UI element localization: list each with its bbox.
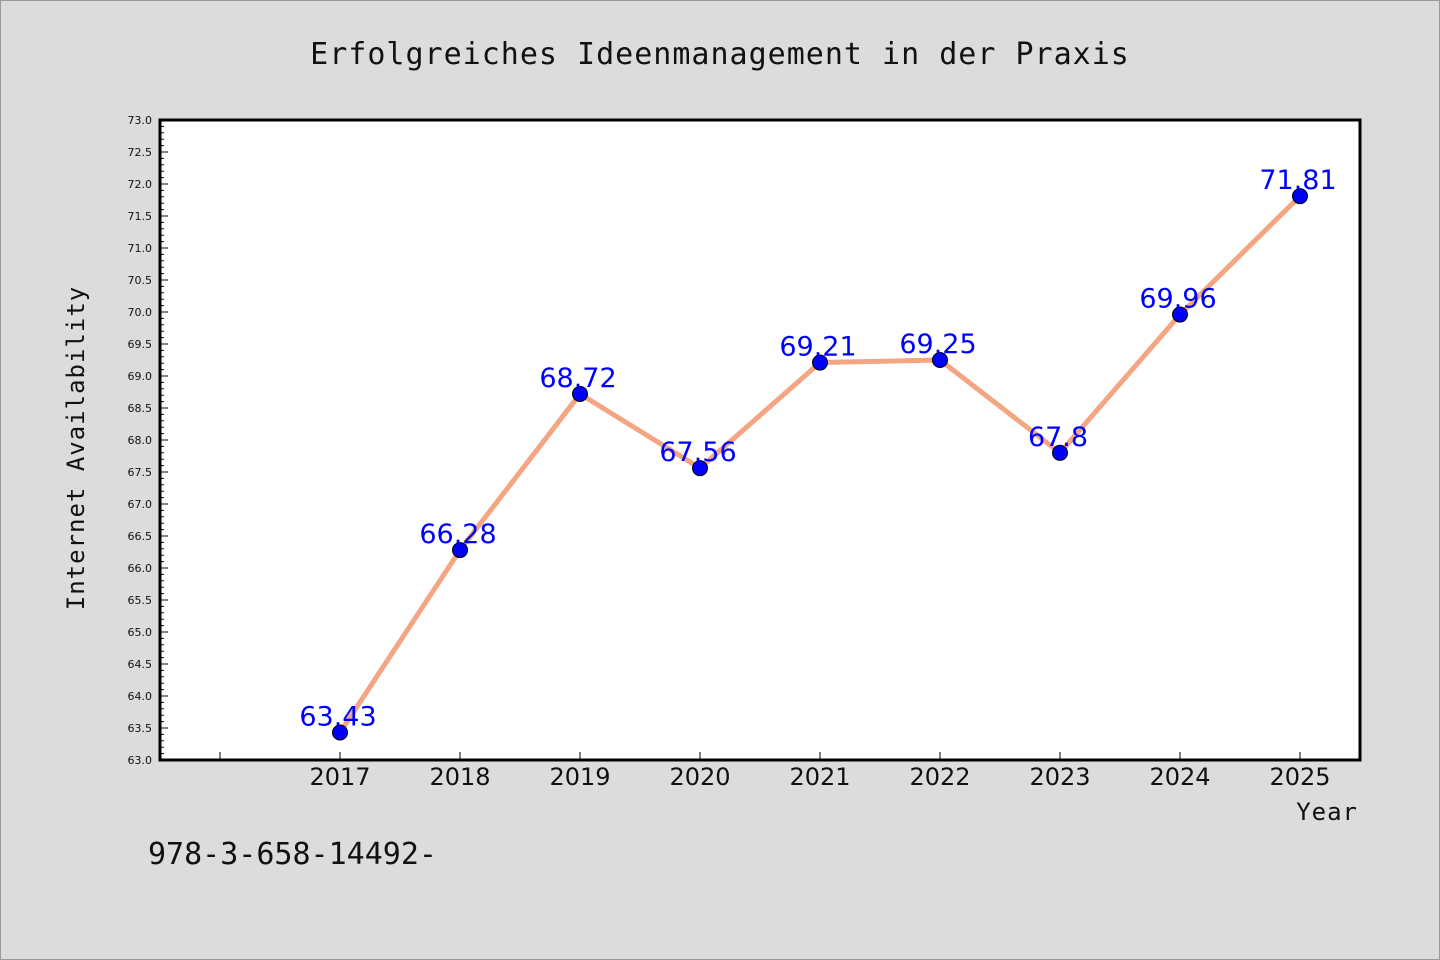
chart-title: Erfolgreiches Ideenmanagement in der Pra… — [310, 37, 1130, 72]
y-tick-label: 70.5 — [128, 274, 153, 287]
data-label: 69.96 — [1139, 284, 1216, 315]
plot-frame — [158, 118, 1362, 762]
y-tick-label: 63.5 — [128, 722, 153, 735]
y-tick-label: 67.5 — [128, 466, 153, 479]
y-tick-label: 63.0 — [128, 754, 153, 767]
y-tick-label: 64.5 — [128, 658, 153, 671]
data-label: 63.43 — [299, 701, 376, 732]
data-point — [1052, 444, 1068, 461]
y-tick-label: 66.5 — [128, 530, 153, 543]
x-axis-label: Year — [1296, 798, 1358, 826]
x-tick-label: 2020 — [669, 763, 730, 791]
footer-text: 978-3-658-14492- — [148, 837, 437, 872]
y-tick-label: 68.5 — [128, 402, 153, 415]
y-tick-label: 68.0 — [128, 434, 153, 447]
y-tick-label: 71.5 — [128, 210, 153, 223]
y-tick-label: 72.5 — [128, 146, 153, 159]
data-point — [332, 724, 348, 741]
data-label: 67.56 — [659, 437, 736, 468]
y-tick-label: 65.0 — [128, 626, 153, 639]
data-point — [452, 542, 468, 559]
x-tick-label: 2019 — [549, 763, 610, 791]
y-tick-label: 69.5 — [128, 338, 153, 351]
x-axis: 2017 2018 2019 2020 2021 2022 2023 2024 2025 — [219, 752, 1331, 791]
x-tick-label: 2021 — [789, 763, 850, 791]
y-tick-label: 67.0 — [128, 498, 153, 511]
x-tick-label: 2018 — [429, 763, 490, 791]
x-tick-label: 2022 — [909, 763, 970, 791]
data-label: 67.8 — [1028, 422, 1088, 453]
y-tick-label: 65.5 — [128, 594, 153, 607]
data-label: 66.28 — [419, 519, 496, 550]
y-tick-label: 70.0 — [128, 306, 153, 319]
x-tick-label: 2023 — [1029, 763, 1090, 791]
y-tick-label: 72.0 — [128, 178, 153, 191]
data-point — [932, 352, 948, 368]
data-point — [1172, 306, 1188, 323]
y-tick-label: 66.0 — [128, 562, 153, 575]
x-tick-label: 2017 — [309, 763, 370, 791]
data-point — [692, 460, 708, 477]
x-tick-label: 2024 — [1149, 763, 1210, 791]
y-tick-label: 71.0 — [128, 242, 153, 255]
y-axis: 63.0 63.5 64.0 64.5 65.0 65.5 66.0 66.5 67.0 67.5… — [128, 114, 168, 767]
data-label: 69.25 — [899, 329, 976, 360]
data-label: 68.72 — [539, 363, 616, 394]
data-point — [1292, 188, 1308, 205]
y-tick-label: 69.0 — [128, 370, 153, 383]
plot-area — [160, 120, 1360, 760]
y-tick-label: 64.0 — [128, 690, 153, 703]
data-label: 69.21 — [779, 332, 856, 363]
data-point — [572, 385, 588, 402]
data-label: 71.81 — [1259, 165, 1336, 196]
data-labels: 63.43 66.28 68.72 67.56 69.21 69.25 67.8 69.96 7… — [299, 165, 1336, 732]
y-axis-label: Internet Availability — [62, 286, 90, 610]
x-tick-label: 2025 — [1269, 763, 1330, 791]
y-tick-label: 73.0 — [128, 114, 153, 127]
data-point — [812, 354, 828, 371]
series-line — [332, 188, 1308, 741]
